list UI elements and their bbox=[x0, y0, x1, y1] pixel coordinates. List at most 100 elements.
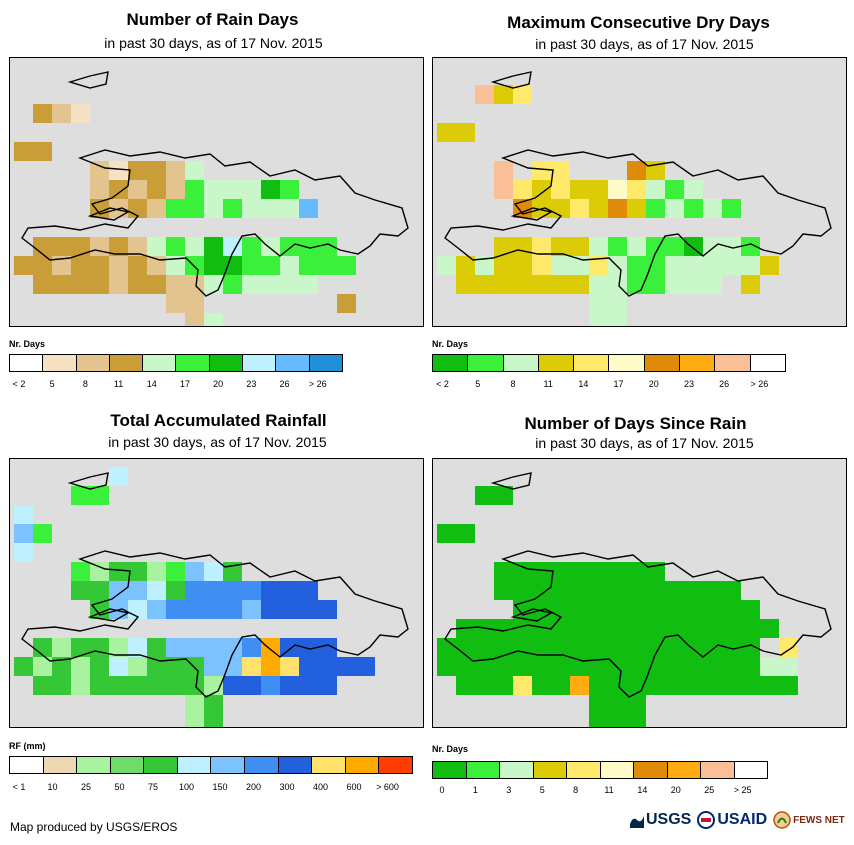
grid-cell bbox=[204, 638, 223, 657]
grid-cell bbox=[456, 676, 475, 695]
grid-cell bbox=[185, 695, 204, 714]
coastline bbox=[67, 472, 109, 490]
grid-cell bbox=[646, 657, 665, 676]
grid-cell bbox=[551, 676, 570, 695]
grid-cell bbox=[14, 505, 33, 524]
grid-cell bbox=[242, 581, 261, 600]
grid-cell bbox=[437, 524, 456, 543]
grid-cell bbox=[242, 256, 261, 275]
grid-cell bbox=[456, 524, 475, 543]
grid-cell bbox=[608, 180, 627, 199]
grid-cell bbox=[646, 275, 665, 294]
grid-cell bbox=[223, 180, 242, 199]
legend-label: 11 bbox=[113, 379, 124, 389]
coastline bbox=[490, 472, 532, 490]
grid-cell bbox=[532, 581, 551, 600]
grid-cell bbox=[166, 237, 185, 256]
legend-label: 1 bbox=[472, 785, 478, 795]
grid-cell bbox=[204, 180, 223, 199]
grid-cell bbox=[570, 581, 589, 600]
grid-cell bbox=[185, 199, 204, 218]
grid-cell bbox=[128, 676, 147, 695]
grid-cell bbox=[71, 256, 90, 275]
grid-cell bbox=[551, 161, 570, 180]
grid-cell bbox=[280, 581, 299, 600]
grid-cell bbox=[494, 237, 513, 256]
panel-subtitle: in past 30 days, as of 17 Nov. 2015 bbox=[535, 36, 754, 52]
grid-cell bbox=[223, 638, 242, 657]
grid-cell bbox=[109, 562, 128, 581]
grid-cell bbox=[185, 294, 204, 313]
grid-cell bbox=[204, 256, 223, 275]
grid-cell bbox=[52, 256, 71, 275]
grid-cell bbox=[185, 638, 204, 657]
grid-cell bbox=[109, 467, 128, 486]
grid-cell bbox=[356, 657, 375, 676]
grid-cell bbox=[166, 294, 185, 313]
legend-label: > 26 bbox=[750, 379, 769, 389]
grid-cell bbox=[299, 199, 318, 218]
grid-cell bbox=[494, 180, 513, 199]
grid-cell bbox=[627, 638, 646, 657]
grid-cell bbox=[14, 657, 33, 676]
grid-cell bbox=[741, 600, 760, 619]
grid-cell bbox=[166, 161, 185, 180]
grid-cell bbox=[684, 256, 703, 275]
grid-cell bbox=[513, 256, 532, 275]
legend-label: 26 bbox=[279, 379, 290, 389]
legend-labels: < 2 5 8 11 14 17 20 23 26 > 26 bbox=[9, 379, 341, 391]
legend-label: < 2 bbox=[12, 379, 26, 389]
coastline bbox=[444, 550, 832, 698]
legend-label: 20 bbox=[648, 379, 659, 389]
legend-label: 200 bbox=[246, 782, 262, 792]
grid-cell bbox=[627, 714, 646, 727]
grid-cell bbox=[185, 714, 204, 727]
grid-cell bbox=[33, 676, 52, 695]
grid-cell bbox=[52, 676, 71, 695]
grid-cell bbox=[109, 657, 128, 676]
grid-cell bbox=[494, 657, 513, 676]
grid-cell bbox=[261, 275, 280, 294]
grid-cell bbox=[608, 581, 627, 600]
grid-cell bbox=[33, 237, 52, 256]
grid-cell bbox=[128, 562, 147, 581]
grid-cell bbox=[109, 161, 128, 180]
legend-swatch bbox=[311, 757, 345, 773]
grid-cell bbox=[589, 313, 608, 326]
grid-cell bbox=[646, 180, 665, 199]
legend-bar bbox=[9, 756, 413, 774]
grid-cell bbox=[337, 294, 356, 313]
grid-cell bbox=[570, 600, 589, 619]
grid-cell bbox=[684, 657, 703, 676]
grid-cell bbox=[665, 619, 684, 638]
grid-cell bbox=[71, 657, 90, 676]
grid-cell bbox=[532, 657, 551, 676]
grid-cell bbox=[299, 237, 318, 256]
grid-cell bbox=[437, 123, 456, 142]
grid-cell bbox=[475, 638, 494, 657]
grid-cell bbox=[532, 275, 551, 294]
panel-title: Number of Days Since Rain bbox=[524, 414, 747, 433]
grid-cell bbox=[437, 638, 456, 657]
grid-cell bbox=[223, 676, 242, 695]
legend-label: 10 bbox=[47, 782, 58, 792]
grid-cell bbox=[570, 619, 589, 638]
legend-label: 150 bbox=[212, 782, 228, 792]
legend-swatch bbox=[244, 757, 278, 773]
legend-label: 5 bbox=[539, 785, 545, 795]
legend-swatch bbox=[277, 757, 312, 773]
grid-cell bbox=[684, 275, 703, 294]
grid-cell bbox=[299, 581, 318, 600]
grid-cell bbox=[551, 657, 570, 676]
legend-title: Nr. Days bbox=[432, 744, 469, 754]
grid-cell bbox=[147, 600, 166, 619]
grid-cell bbox=[90, 256, 109, 275]
grid-cell bbox=[242, 657, 261, 676]
grid-cell bbox=[299, 676, 318, 695]
grid-cell bbox=[166, 275, 185, 294]
grid-cell bbox=[437, 256, 456, 275]
legend-swatch bbox=[108, 355, 143, 371]
grid-cell bbox=[722, 256, 741, 275]
grid-cell bbox=[646, 638, 665, 657]
grid-cell bbox=[71, 275, 90, 294]
